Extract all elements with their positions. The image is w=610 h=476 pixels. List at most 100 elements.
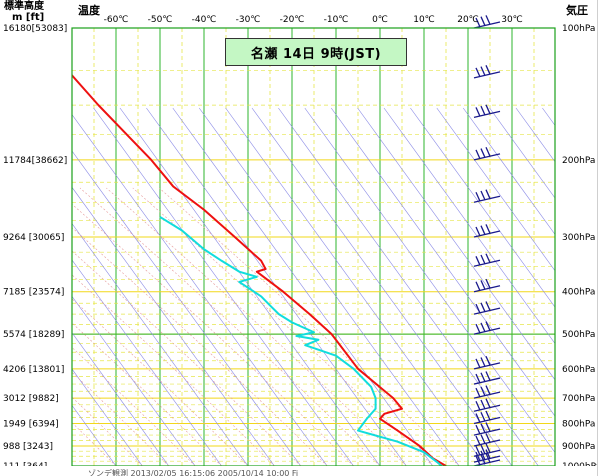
dry-adiabat-line xyxy=(72,223,249,466)
pressure-tick-label: 200hPa xyxy=(562,156,595,166)
dry-adiabat-line xyxy=(357,107,555,381)
wind-barb-flag xyxy=(480,434,486,444)
wind-barb-flag xyxy=(480,66,486,76)
wind-barb-staff xyxy=(473,404,501,412)
wind-barb-flag xyxy=(475,455,481,466)
wind-barb-flag xyxy=(480,148,486,158)
dry-adiabat-line xyxy=(172,107,434,466)
footer-strip: ゾンデ観測 2013/02/05 16:15:06 2005/10/14 10:… xyxy=(0,466,610,476)
wind-barb-flag xyxy=(475,451,481,462)
dry-adiabat-line xyxy=(410,107,555,308)
height-tick-label: 7185 [23574] xyxy=(3,288,64,298)
left-header-line-2: m [ft] xyxy=(12,12,44,23)
wind-barb-flag xyxy=(485,301,491,311)
dry-adiabat-line xyxy=(72,114,328,466)
wind-barb-icon xyxy=(473,189,501,203)
wind-barb-flag xyxy=(485,355,491,366)
dry-adiabat-line xyxy=(72,368,143,466)
wind-barb-flag xyxy=(480,444,486,455)
wind-barb-flag xyxy=(485,422,491,432)
moist-adiabat-line xyxy=(72,203,354,466)
wind-barb-flag xyxy=(480,450,486,461)
wind-barb-flag xyxy=(485,15,491,25)
pressure-tick-label: 100hPa xyxy=(562,24,595,34)
wind-barb-icon xyxy=(473,371,501,385)
wind-barb-icon xyxy=(473,410,501,425)
wind-barb-staff xyxy=(473,391,501,399)
wind-barb-flag xyxy=(485,371,491,381)
wind-barb-flag xyxy=(475,303,481,314)
dry-adiabat-line xyxy=(93,107,354,466)
temperature-tick-label: -40℃ xyxy=(192,15,217,25)
plot-area xyxy=(72,28,555,466)
dry-adiabat-line xyxy=(489,107,555,199)
height-tick-label: 11784[38662] xyxy=(3,156,67,166)
wind-barb-flag xyxy=(475,149,481,160)
wind-barb-flag xyxy=(475,387,481,398)
wind-barb-flag xyxy=(475,413,481,423)
pressure-tick-label: 700hPa xyxy=(562,394,595,404)
wind-barb-icon xyxy=(473,301,501,315)
wind-barb-flag xyxy=(480,302,486,313)
wind-barb-flag xyxy=(475,192,481,202)
wind-barb-flag xyxy=(480,280,486,290)
temperature-tick-label: -20℃ xyxy=(280,15,305,25)
chart-title: 名瀬 14日 9時(JST) xyxy=(225,38,407,66)
wind-barb-flag xyxy=(485,433,491,443)
wind-barb-flag xyxy=(475,17,481,28)
wind-barb-flag xyxy=(475,358,481,369)
wind-barb-icon xyxy=(473,355,501,370)
moist-adiabat-line xyxy=(159,187,460,466)
height-tick-label: 1949 [6394] xyxy=(3,420,59,430)
wind-barb-icon xyxy=(473,433,501,447)
wind-barb-flag xyxy=(485,410,491,421)
dry-adiabat-line xyxy=(304,107,555,454)
wind-barb-icon xyxy=(473,253,501,267)
dry-adiabat-line xyxy=(436,107,555,272)
dry-adiabat-line xyxy=(72,186,275,466)
wind-barb-flag xyxy=(480,423,486,434)
height-tick-label: 3012 [9882] xyxy=(3,394,59,404)
wind-barb-flag xyxy=(475,435,481,446)
wind-barb-flag xyxy=(480,399,486,410)
wind-barb-flag xyxy=(480,372,486,383)
wind-barb-icon xyxy=(473,321,501,335)
wind-barb-staff xyxy=(473,71,501,79)
wind-barb-icon xyxy=(473,146,501,161)
moist-adiabat-line xyxy=(72,227,328,466)
wind-barb-staff xyxy=(473,459,501,467)
wind-barb-flag xyxy=(485,398,491,408)
dry-adiabat-line xyxy=(72,150,302,466)
wind-barb-staff xyxy=(473,428,501,436)
dry-adiabat-line xyxy=(72,404,117,466)
wind-barb-staff xyxy=(473,307,501,315)
wind-barb-flag xyxy=(485,253,491,263)
wind-barb-staff xyxy=(473,195,501,203)
wind-barb-flag xyxy=(480,190,486,201)
wind-barb-flag xyxy=(475,226,481,237)
wind-barb-flag xyxy=(485,278,491,289)
wind-barb-staff xyxy=(473,230,501,238)
wind-barb-flag xyxy=(475,281,481,291)
dry-adiabat-line xyxy=(198,107,460,466)
wind-barb-flag xyxy=(485,146,491,157)
wind-barb-flag xyxy=(485,443,491,453)
window-edge xyxy=(597,0,610,476)
wind-barb-staff xyxy=(473,21,501,29)
dry-adiabat-line xyxy=(278,107,539,466)
temperature-tick-label: -10℃ xyxy=(324,15,349,25)
wind-barb-flag xyxy=(480,357,486,367)
temperature-line xyxy=(72,73,447,466)
wind-barb-staff xyxy=(473,439,501,447)
dry-adiabat-line xyxy=(330,107,555,417)
pressure-header: 気圧 xyxy=(566,3,588,17)
wind-barb-staff xyxy=(473,110,501,119)
height-tick-label: 988 [3243] xyxy=(3,442,53,452)
pressure-tick-label: 600hPa xyxy=(562,365,595,375)
height-tick-label: 16180[53083] xyxy=(3,24,67,34)
wind-barb-flag xyxy=(480,411,486,422)
wind-barb-flag xyxy=(480,225,486,235)
wind-barb-flag xyxy=(480,254,486,265)
wind-barb-flag xyxy=(475,107,481,117)
